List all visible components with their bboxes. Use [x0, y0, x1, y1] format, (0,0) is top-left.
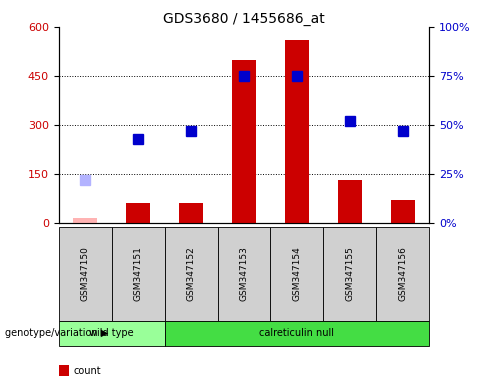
- Text: genotype/variation ▶: genotype/variation ▶: [5, 328, 108, 338]
- Text: GSM347153: GSM347153: [240, 246, 248, 301]
- Bar: [338, 180, 362, 223]
- Text: calreticulin null: calreticulin null: [260, 328, 334, 338]
- Text: wild type: wild type: [89, 328, 134, 338]
- Bar: [179, 203, 203, 223]
- Bar: [391, 200, 415, 223]
- Text: GSM347152: GSM347152: [186, 246, 196, 301]
- Bar: [285, 40, 309, 223]
- Text: GSM347151: GSM347151: [134, 246, 142, 301]
- Bar: [232, 60, 256, 223]
- Text: GSM347150: GSM347150: [81, 246, 90, 301]
- Bar: [73, 218, 97, 223]
- Text: GSM347156: GSM347156: [398, 246, 407, 301]
- Text: GSM347154: GSM347154: [292, 246, 302, 301]
- Title: GDS3680 / 1455686_at: GDS3680 / 1455686_at: [163, 12, 325, 26]
- Bar: [126, 203, 150, 223]
- Text: GSM347155: GSM347155: [346, 246, 354, 301]
- Text: count: count: [73, 366, 101, 376]
